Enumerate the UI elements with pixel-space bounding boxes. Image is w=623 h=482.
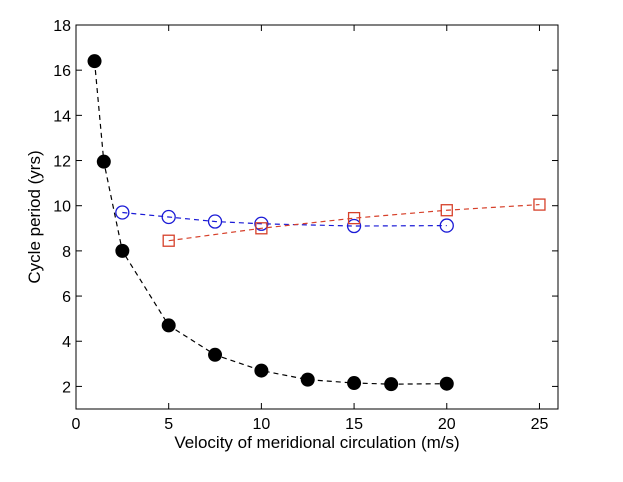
data-point [347,376,362,391]
y-tick-label: 4 [62,334,71,351]
data-point [161,318,176,333]
data-point [161,209,176,225]
data-point [87,54,102,69]
x-axis: 0 5 10 15 20 25 [72,25,549,433]
y-tick-label: 10 [53,199,71,216]
data-point [440,204,453,217]
x-tick-label: 0 [72,416,81,433]
y-axis: 2 4 6 8 10 12 14 16 18 [53,18,558,396]
data-point [384,377,399,392]
y-tick-label: 2 [62,379,71,396]
x-axis-label: Velocity of meridional circulation (m/s) [174,433,459,452]
data-point [208,347,223,362]
data-point [115,243,130,258]
data-point [300,372,315,387]
series-filled-circle [87,54,454,392]
y-axis-label: Cycle period (yrs) [25,150,44,283]
data-point [347,211,361,225]
data-point [346,218,362,234]
data-point [115,205,130,220]
x-tick-label: 20 [438,416,456,433]
x-tick-label: 5 [164,416,173,433]
series-line-open-circle [122,211,447,227]
series-line-filled-circle [93,61,447,385]
y-tick-label: 16 [53,63,71,80]
series-open-square [162,198,546,247]
y-tick-label: 14 [53,108,71,125]
x-tick-label: 15 [345,416,363,433]
y-tick-label: 12 [53,154,71,171]
x-tick-label: 25 [531,416,549,433]
data-point [439,376,454,391]
data-point [162,234,175,247]
plot-area [75,24,559,410]
y-tick-label: 8 [62,244,71,261]
y-tick-label: 18 [53,18,71,35]
series-open-circle [115,205,454,234]
x-tick-label: 10 [252,416,270,433]
data-point [254,216,269,231]
series-layer [87,54,546,392]
data-point [533,198,546,211]
y-tick-label: 6 [62,289,71,306]
series-line-open-square [168,203,540,242]
data-point [96,154,111,169]
plot-frame [75,24,559,410]
data-point [255,222,268,235]
data-point [254,363,269,378]
data-point [207,214,223,229]
data-point [439,218,454,233]
